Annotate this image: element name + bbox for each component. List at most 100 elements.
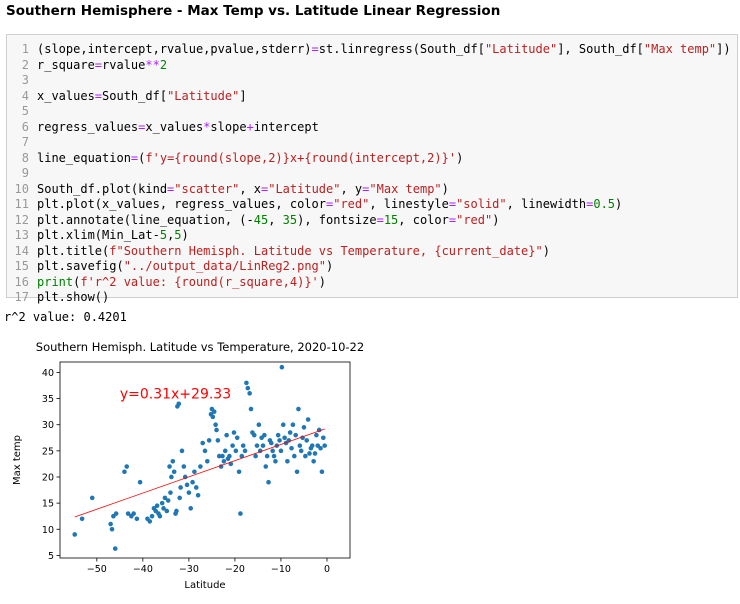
line-number: 11 bbox=[14, 197, 29, 211]
scatter-point bbox=[280, 422, 286, 428]
scatter-point bbox=[287, 430, 293, 435]
chart-title: Southern Hemisph. Latitude vs Temperatur… bbox=[36, 340, 364, 354]
x-tick-label: 0 bbox=[324, 564, 330, 575]
scatter-point bbox=[301, 425, 307, 430]
cell-output: r^2 value: 0.4201 bbox=[4, 310, 127, 324]
scatter-point bbox=[314, 432, 319, 438]
code-text: print(f'r^2 value: {round(r_square,4)}') bbox=[37, 274, 327, 289]
scatter-point bbox=[206, 438, 212, 443]
scatter-point bbox=[245, 385, 251, 391]
scatter-point bbox=[137, 479, 143, 485]
scatter-point bbox=[109, 526, 115, 532]
scatter-point bbox=[311, 459, 316, 464]
scatter-point bbox=[108, 521, 113, 527]
scatter-point bbox=[322, 443, 327, 448]
code-line[interactable]: 3 bbox=[7, 73, 731, 89]
line-number: 16 bbox=[14, 274, 29, 289]
code-cell[interactable]: 1 (slope,intercept,rvalue,pvalue,stderr)=… bbox=[6, 34, 738, 304]
line-number: 3 bbox=[21, 73, 29, 87]
y-axis-label: Max temp bbox=[12, 435, 23, 485]
plot-frame bbox=[59, 361, 351, 559]
code-text: plt.xlim(Min_Lat-5,5) bbox=[37, 228, 189, 242]
code-line[interactable]: 12 plt.annotate(line_equation, (-45, 35),… bbox=[7, 213, 731, 229]
x-tick-label: −40 bbox=[133, 564, 153, 575]
line-number: 15 bbox=[14, 259, 29, 273]
code-line[interactable]: 4 x_values=South_df["Latitude"] bbox=[7, 89, 731, 105]
scatter-point bbox=[234, 435, 240, 441]
scatter-point bbox=[309, 443, 315, 448]
line-number: 7 bbox=[21, 135, 29, 149]
scatter-point bbox=[277, 438, 282, 443]
x-tick-label: −30 bbox=[179, 564, 199, 575]
line-number: 1 bbox=[21, 42, 29, 56]
scatter-point bbox=[202, 448, 208, 454]
code-line[interactable]: 2 r_square=rvalue**2 bbox=[7, 58, 731, 74]
scatter-point bbox=[176, 401, 182, 407]
scatter-point bbox=[192, 469, 197, 475]
line-number: 8 bbox=[21, 150, 29, 165]
scatter-point bbox=[210, 414, 216, 420]
code-line[interactable]: 5 bbox=[7, 104, 731, 120]
scatter-point bbox=[319, 469, 325, 475]
scatter-point bbox=[134, 516, 140, 522]
scatter-point bbox=[195, 492, 201, 498]
code-line[interactable]: 14 plt.title(f"Southern Hemisph. Latitude… bbox=[7, 244, 731, 260]
scatter-point bbox=[181, 464, 187, 469]
scatter-point bbox=[240, 443, 246, 448]
code-line[interactable]: 7 bbox=[7, 135, 731, 151]
code-text: r_square=rvalue**2 bbox=[37, 57, 168, 72]
scatter-point bbox=[178, 485, 183, 490]
code-line[interactable]: 13 plt.xlim(Min_Lat-5,5) bbox=[7, 228, 731, 244]
scatter-point bbox=[220, 453, 225, 459]
code-line[interactable]: 16 print(f'r^2 value: {round(r_square,4)}… bbox=[7, 275, 731, 291]
scatter-point bbox=[318, 445, 323, 451]
scatter-point bbox=[260, 443, 266, 448]
scatter-point bbox=[268, 440, 274, 446]
line-number: 13 bbox=[14, 228, 29, 242]
scatter-point bbox=[227, 453, 232, 459]
scatter-point bbox=[179, 448, 185, 454]
y-tick-label: 30 bbox=[42, 420, 54, 431]
scatter-point bbox=[211, 409, 217, 414]
code-line[interactable]: 15 plt.savefig("../output_data/LinReg2.pn… bbox=[7, 259, 731, 275]
code-line[interactable]: 1 (slope,intercept,rvalue,pvalue,stderr)=… bbox=[7, 42, 731, 58]
line-number: 6 bbox=[21, 119, 29, 134]
scatter-point bbox=[221, 459, 227, 464]
scatter-point bbox=[296, 406, 301, 412]
scatter-point bbox=[236, 469, 242, 475]
code-text: regress_values=x_values*slope+intercept bbox=[37, 119, 319, 134]
scatter-point bbox=[157, 513, 163, 519]
scatter-point bbox=[161, 506, 166, 511]
scatter-point bbox=[282, 435, 287, 441]
code-text: plt.annotate(line_equation, (-45, 35), f… bbox=[37, 212, 500, 227]
code-line[interactable]: 11 plt.plot(x_values, regress_values, col… bbox=[7, 197, 731, 213]
scatter-point bbox=[312, 451, 318, 456]
scatter-point bbox=[278, 448, 284, 454]
scatter-point bbox=[131, 511, 136, 516]
scatter-point bbox=[264, 453, 270, 459]
scatter-point bbox=[159, 500, 165, 506]
scatter-point bbox=[224, 432, 229, 438]
code-line[interactable]: 10 South_df.plot(kind="scatter", x="Latit… bbox=[7, 182, 731, 198]
scatter-point bbox=[254, 443, 260, 448]
code-line[interactable]: 9 bbox=[7, 166, 731, 182]
code-text: x_values=South_df["Latitude"] bbox=[37, 88, 247, 103]
section-heading: Southern Hemisphere - Max Temp vs. Latit… bbox=[6, 3, 501, 19]
scatter-point bbox=[113, 511, 119, 516]
x-tick-label: −50 bbox=[87, 564, 107, 575]
scatter-point bbox=[215, 438, 221, 443]
scatter-point bbox=[292, 453, 297, 459]
scatter-point bbox=[273, 459, 278, 464]
scatter-point bbox=[79, 516, 85, 522]
scatter-point bbox=[275, 432, 281, 438]
scatter-point bbox=[297, 443, 303, 448]
scatter-point bbox=[170, 459, 176, 464]
x-tick-label: −10 bbox=[271, 564, 291, 575]
scatter-point bbox=[164, 508, 170, 514]
x-axis-label: Latitude bbox=[184, 580, 225, 591]
code-editor[interactable]: 1 (slope,intercept,rvalue,pvalue,stderr)=… bbox=[7, 42, 731, 306]
scatter-point bbox=[177, 495, 182, 501]
code-line[interactable]: 6 regress_values=x_values*slope+intercept bbox=[7, 120, 731, 136]
code-line[interactable]: 17 plt.show() bbox=[7, 290, 731, 306]
code-line[interactable]: 8 line_equation=(f'y={round(slope,2)}x+{r… bbox=[7, 151, 731, 167]
